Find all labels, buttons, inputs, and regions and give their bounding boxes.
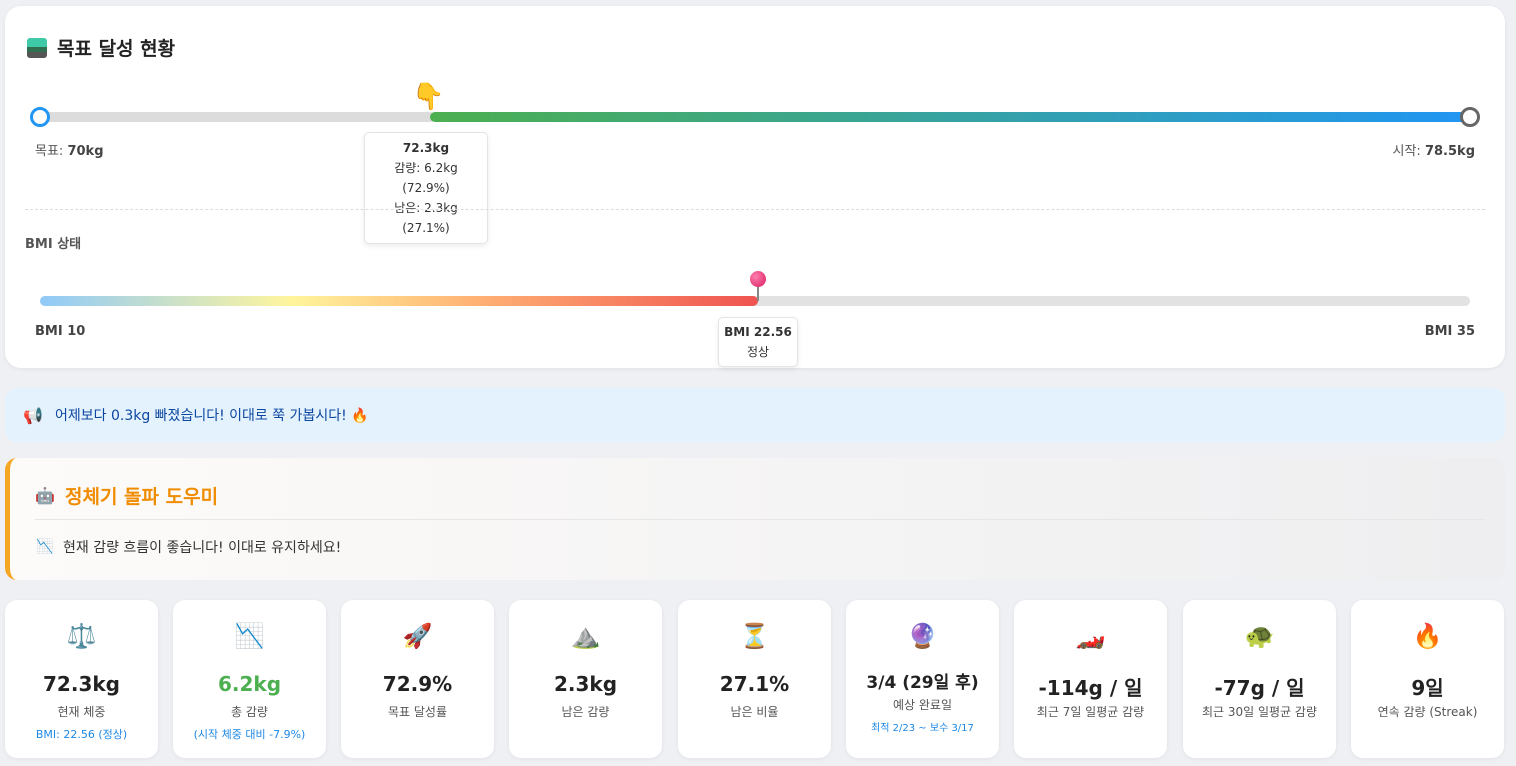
tooltip-remaining: 남은: 2.3kg (27.1%) bbox=[394, 201, 458, 235]
hourglass-icon: ⏳ bbox=[739, 622, 770, 650]
stat-sub: BMI: 22.56 (정상) bbox=[35, 728, 128, 741]
megaphone-icon: 📢 bbox=[23, 405, 43, 425]
goal-weight-label: 목표: 70kg bbox=[35, 144, 104, 159]
scale-icon: ⚖️ bbox=[66, 622, 97, 650]
goal-progress-fill bbox=[430, 112, 1470, 122]
helper-divider bbox=[35, 519, 1485, 520]
pointing-hand-icon: 👇 bbox=[412, 82, 445, 112]
stat-value: 3/4 (29일 후) bbox=[866, 673, 979, 693]
stat-value: 72.3kg bbox=[43, 672, 120, 696]
fire-icon: 🔥 bbox=[351, 408, 369, 424]
stat-sub: (시작 체중 대비 -7.9%) bbox=[193, 728, 306, 741]
section-divider bbox=[25, 209, 1485, 210]
bmi-pin-icon bbox=[750, 271, 766, 287]
stat-remaining-ratio: ⏳ 27.1% 남은 비율 bbox=[678, 600, 831, 758]
bmi-max-label: BMI 35 bbox=[1424, 324, 1475, 339]
stat-remaining-loss: ⛰️ 2.3kg 남은 감량 bbox=[509, 600, 662, 758]
stat-label: 연속 감량 (Streak) bbox=[1377, 705, 1478, 719]
turtle-icon: 🐢 bbox=[1244, 622, 1275, 650]
notice-text: 어제보다 0.3kg 빠졌습니다! 이대로 쭉 가봅시다! 🔥 bbox=[55, 408, 369, 424]
stat-label: 예상 완료일 bbox=[892, 698, 952, 712]
stat-value: -77g / 일 bbox=[1214, 676, 1305, 700]
bmi-current-label: BMI 22.56 bbox=[724, 325, 792, 339]
stat-value: 27.1% bbox=[719, 672, 790, 696]
rocket-icon: 🚀 bbox=[402, 622, 433, 650]
stat-streak: 🔥 9일 연속 감량 (Streak) bbox=[1351, 600, 1504, 758]
bmi-pin-stem bbox=[757, 285, 759, 301]
goal-card: 목표 달성 현황 👇 목표: 70kg 시작: 78.5kg 72.3kg 감량… bbox=[5, 6, 1505, 368]
tooltip-current-weight: 72.3kg bbox=[402, 141, 450, 155]
stat-label: 총 감량 bbox=[231, 705, 268, 719]
stat-label: 최근 7일 일평균 감량 bbox=[1036, 705, 1145, 719]
stat-label: 목표 달성률 bbox=[387, 705, 447, 719]
stat-value: 72.9% bbox=[382, 672, 453, 696]
bmi-tooltip: BMI 22.56 정상 bbox=[718, 317, 798, 367]
stat-label: 남은 감량 bbox=[561, 705, 610, 719]
race-car-icon: 🏎️ bbox=[1075, 622, 1106, 650]
stat-value: 2.3kg bbox=[553, 672, 618, 696]
stat-expected-date: 🔮 3/4 (29일 후) 예상 완료일 최적 2/23 ~ 보수 3/17 bbox=[846, 600, 999, 758]
mountain-icon: ⛰️ bbox=[570, 622, 601, 650]
goal-marker bbox=[30, 107, 50, 127]
current-weight-tooltip: 72.3kg 감량: 6.2kg (72.9%) 남은: 2.3kg (27.1… bbox=[364, 132, 488, 244]
start-marker bbox=[1460, 107, 1480, 127]
helper-message-text: 현재 감량 흐름이 좋습니다! 이대로 유지하세요! bbox=[63, 540, 342, 556]
helper-title: 🤖 정체기 돌파 도우미 bbox=[35, 482, 218, 509]
chart-decreasing-icon: 📉 bbox=[234, 622, 265, 650]
stat-current-weight: ⚖️ 72.3kg 현재 체중 BMI: 22.56 (정상) bbox=[5, 600, 158, 758]
stat-label: 최근 30일 일평균 감량 bbox=[1201, 705, 1318, 719]
helper-title-text: 정체기 돌파 도우미 bbox=[65, 486, 219, 508]
start-weight-label: 시작: 78.5kg bbox=[1392, 144, 1475, 159]
goal-title: 목표 달성 현황 bbox=[27, 34, 175, 61]
bmi-min-label: BMI 10 bbox=[35, 324, 86, 339]
stat-label: 남은 비율 bbox=[730, 705, 779, 719]
stat-30day-average: 🐢 -77g / 일 최근 30일 일평균 감량 bbox=[1183, 600, 1336, 758]
stat-value: 9일 bbox=[1411, 676, 1444, 700]
stat-total-loss: 📉 6.2kg 총 감량 (시작 체중 대비 -7.9%) bbox=[173, 600, 326, 758]
fire-icon: 🔥 bbox=[1412, 622, 1443, 650]
bmi-status: 정상 bbox=[746, 345, 770, 359]
chart-decreasing-icon: 📉 bbox=[36, 539, 54, 555]
bmi-gradient-fill bbox=[40, 296, 758, 306]
plateau-helper-card: 🤖 정체기 돌파 도우미 📉 현재 감량 흐름이 좋습니다! 이대로 유지하세요… bbox=[5, 458, 1505, 580]
stat-value: 6.2kg bbox=[217, 672, 282, 696]
stat-label: 현재 체중 bbox=[57, 705, 106, 719]
stat-value: -114g / 일 bbox=[1038, 676, 1143, 700]
helper-message: 📉 현재 감량 흐름이 좋습니다! 이대로 유지하세요! bbox=[35, 537, 341, 557]
stat-7day-average: 🏎️ -114g / 일 최근 7일 일평균 감량 bbox=[1014, 600, 1167, 758]
bmi-title: BMI 상태 bbox=[25, 237, 82, 252]
stat-sub: 최적 2/23 ~ 보수 3/17 bbox=[871, 723, 974, 734]
daily-notice: 📢 어제보다 0.3kg 빠졌습니다! 이대로 쭉 가봅시다! 🔥 bbox=[5, 388, 1505, 442]
goal-title-text: 목표 달성 현황 bbox=[57, 38, 176, 60]
crystal-ball-icon: 🔮 bbox=[907, 622, 938, 650]
robot-icon: 🤖 bbox=[35, 486, 55, 505]
goal-remaining-track bbox=[40, 112, 435, 122]
stat-goal-rate: 🚀 72.9% 목표 달성률 bbox=[341, 600, 494, 758]
landscape-icon bbox=[27, 37, 47, 58]
tooltip-lost: 감량: 6.2kg (72.9%) bbox=[394, 161, 458, 195]
